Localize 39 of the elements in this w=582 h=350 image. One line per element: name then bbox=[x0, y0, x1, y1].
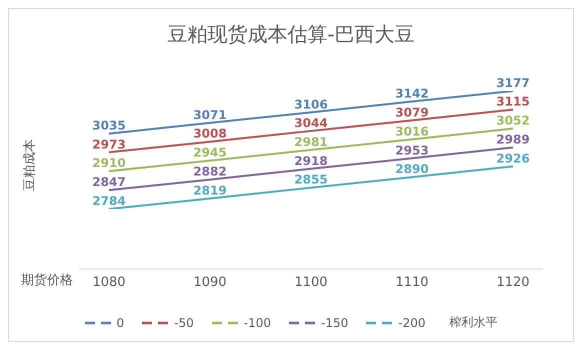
data-label: 3016 bbox=[395, 124, 429, 138]
x-axis-title: 期货价格 bbox=[21, 273, 73, 288]
data-label: 3177 bbox=[496, 76, 530, 90]
data-label: 2890 bbox=[395, 162, 429, 176]
chart-title: 豆粕现货成本估算-巴西大豆 bbox=[166, 21, 416, 48]
data-label: 2819 bbox=[193, 183, 227, 198]
data-label: 3071 bbox=[193, 108, 227, 122]
data-label: 2973 bbox=[92, 137, 126, 152]
data-label: 2953 bbox=[395, 143, 429, 158]
x-tick-label: 1090 bbox=[193, 275, 227, 290]
data-label: 2945 bbox=[193, 146, 227, 160]
y-axis-title: 豆粕成本 bbox=[22, 139, 38, 191]
data-label: 2855 bbox=[294, 172, 328, 187]
legend-label: -50 bbox=[174, 316, 194, 330]
data-label: 2882 bbox=[193, 164, 227, 179]
legend-title: 榨利水平 bbox=[449, 314, 498, 331]
data-label: 2918 bbox=[294, 154, 328, 168]
data-label: 2926 bbox=[496, 151, 530, 166]
data-label: 3142 bbox=[395, 86, 429, 101]
data-label: 3008 bbox=[193, 126, 227, 141]
data-label: 3079 bbox=[395, 105, 429, 120]
legend-label: -100 bbox=[244, 316, 271, 330]
data-label: 3052 bbox=[496, 114, 530, 128]
x-tick-label: 1100 bbox=[294, 275, 328, 290]
legend-label: 0 bbox=[116, 316, 124, 330]
data-label: 2847 bbox=[92, 175, 126, 190]
data-label: 3035 bbox=[92, 118, 126, 133]
legend-label: -200 bbox=[398, 316, 426, 330]
data-label: 2910 bbox=[92, 156, 126, 170]
x-tick-label: 1110 bbox=[395, 275, 429, 290]
data-label: 3106 bbox=[294, 97, 328, 112]
x-tick-label: 1080 bbox=[92, 275, 126, 290]
data-label: 3115 bbox=[496, 94, 530, 109]
x-tick-label: 1120 bbox=[496, 275, 530, 290]
data-label: 2981 bbox=[294, 134, 328, 149]
data-label: 2784 bbox=[92, 194, 126, 208]
data-label: 3044 bbox=[294, 116, 328, 130]
data-label: 2989 bbox=[496, 132, 530, 146]
legend-label: -150 bbox=[321, 316, 348, 330]
